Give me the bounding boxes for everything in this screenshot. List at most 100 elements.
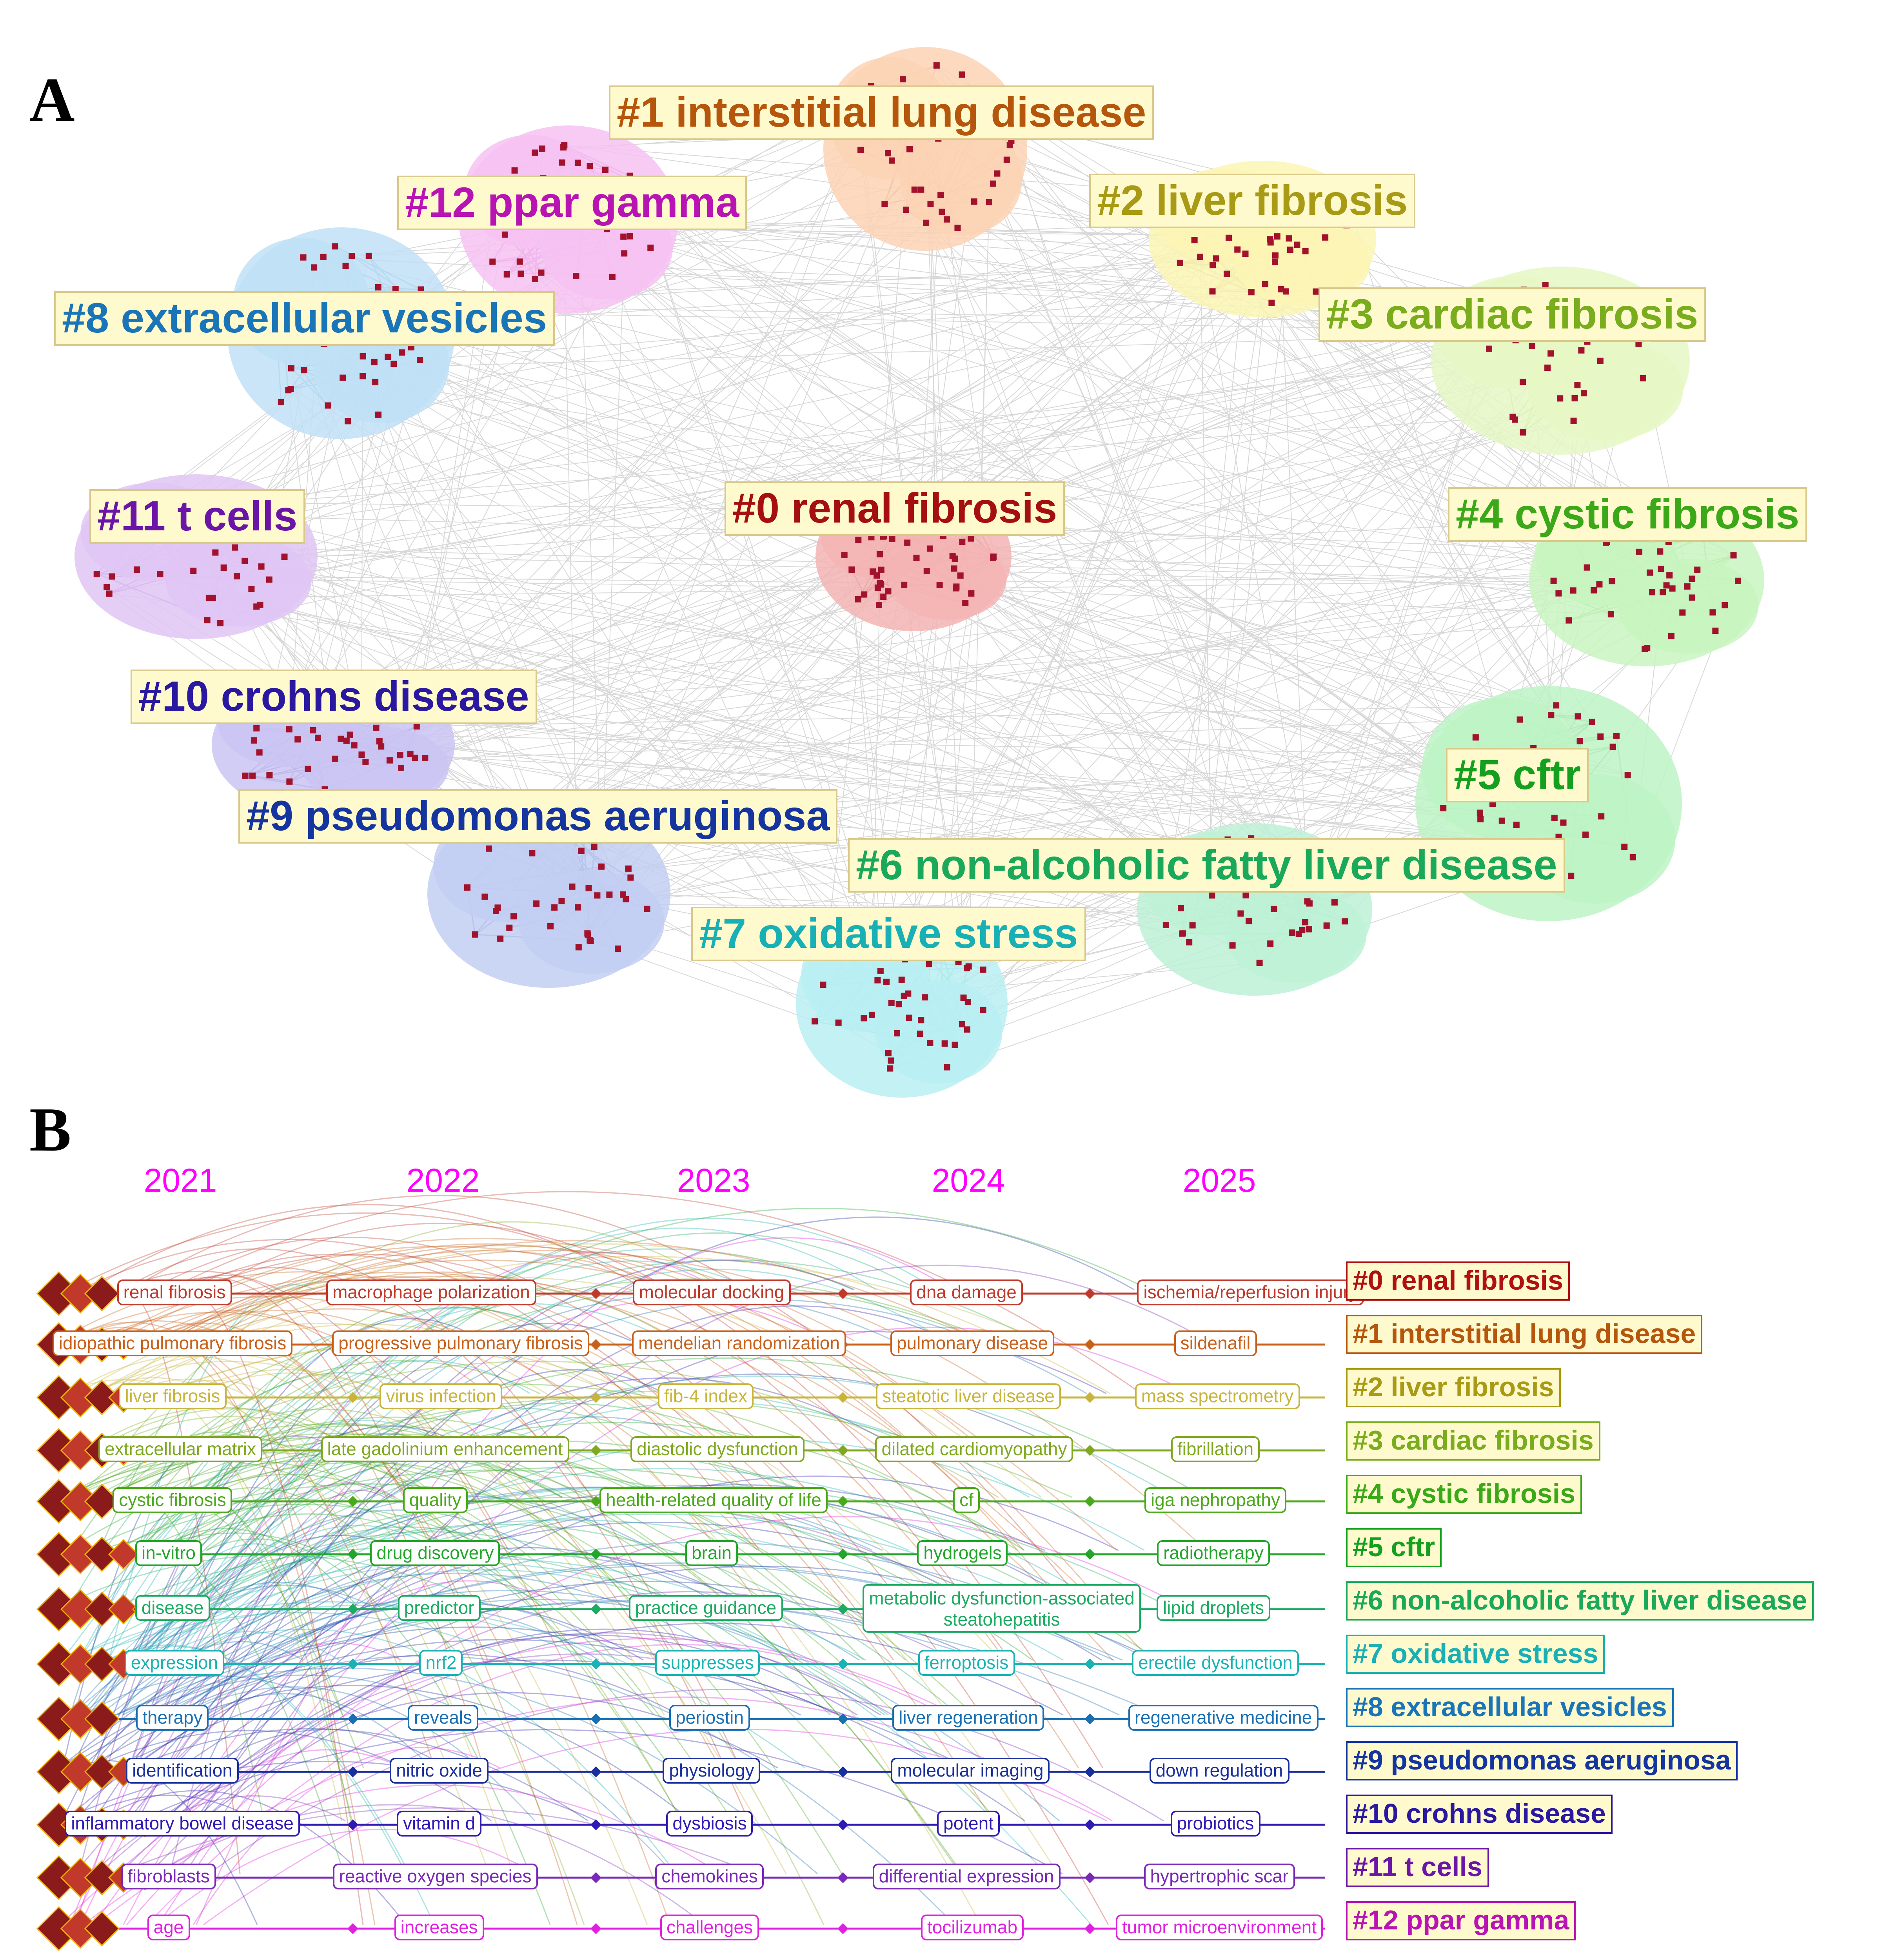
- cluster-label-c4: #4 cystic fibrosis: [1448, 487, 1807, 542]
- citation-arc: [145, 1468, 1105, 1661]
- citation-arc: [137, 1208, 1150, 1551]
- legend-label: #6 non-alcoholic fatty liver disease: [1353, 1585, 1807, 1615]
- citation-arc: [62, 1555, 488, 1606]
- legend-item-2: #2 liver fibrosis: [1346, 1368, 1561, 1407]
- citation-arc: [149, 1237, 547, 1290]
- keyword-label: liver fibrosis: [119, 1383, 227, 1409]
- keyword-text: idiopathic pulmonary fibrosis: [59, 1333, 286, 1353]
- citation-node-diamond: [108, 1539, 139, 1570]
- citation-node-diamond: [84, 1276, 120, 1312]
- citation-arc: [115, 1667, 818, 1875]
- citation-arc: [146, 1644, 946, 1926]
- keyword-label: nrf2: [419, 1650, 463, 1676]
- keyword-text: renal fibrosis: [123, 1282, 226, 1302]
- keyword-label: periostin: [669, 1705, 750, 1731]
- keyword-text: physiology: [669, 1760, 754, 1780]
- citation-arc: [188, 1474, 683, 1821]
- legend-item-4: #4 cystic fibrosis: [1346, 1475, 1582, 1514]
- keyword-label: cystic fibrosis: [113, 1487, 232, 1513]
- citation-arc: [182, 1401, 1030, 1661]
- keyword-text: therapy: [142, 1707, 202, 1728]
- small-node-marker: [347, 1766, 358, 1777]
- keyword-text: mendelian randomization: [638, 1333, 840, 1353]
- timeline-row-12: age increases challenges tocilizumab tumor m…: [36, 1906, 1325, 1951]
- keyword-label: cf: [953, 1487, 980, 1513]
- keyword-text: diastolic dysfunction: [637, 1439, 798, 1459]
- timeline-cluster-lines: renal fibrosis macrophage polarization mol…: [36, 1271, 1364, 1951]
- cluster-label-c12: #12 ppar gamma: [397, 176, 747, 230]
- keyword-label: hydrogels: [917, 1540, 1008, 1566]
- keyword-text: macrophage polarization: [332, 1282, 530, 1302]
- citation-arc: [206, 1422, 1025, 1551]
- cluster-label-c2: #2 liver fibrosis: [1089, 174, 1415, 228]
- keyword-text: steatohepatitis: [944, 1609, 1060, 1630]
- citation-arc: [92, 1299, 1087, 1715]
- citation-arc: [80, 1488, 1081, 1769]
- citation-arc: [88, 1509, 536, 1715]
- small-node-marker: [347, 1923, 358, 1934]
- small-node-marker: [347, 1819, 358, 1830]
- keyword-text: nrf2: [425, 1652, 456, 1673]
- legend-item-1: #1 interstitial lung disease: [1346, 1315, 1702, 1354]
- keyword-text: age: [154, 1917, 184, 1937]
- citation-arc: [143, 1218, 937, 1661]
- small-node-marker: [837, 1445, 848, 1456]
- citation-arc: [90, 1259, 1037, 1606]
- keyword-text: down regulation: [1156, 1760, 1283, 1780]
- citation-arc: [71, 1459, 655, 1715]
- legend-item-5: #5 cftr: [1346, 1528, 1442, 1567]
- timeline-year-axis: 2021 2022 2023 2024 2025: [144, 1162, 1256, 1199]
- citation-arc: [210, 1526, 513, 1606]
- keyword-label: mendelian randomization: [632, 1330, 846, 1356]
- small-node-marker: [347, 1713, 358, 1724]
- small-node-marker: [1084, 1392, 1095, 1403]
- keyword-label: fibroblasts: [121, 1864, 216, 1889]
- citation-arc: [145, 1514, 1053, 1661]
- citation-arc: [64, 1653, 680, 1822]
- citation-arc: [92, 1795, 346, 1875]
- legend-item-9: #9 pseudomonas aeruginosa: [1346, 1741, 1738, 1780]
- legend-item-7: #7 oxidative stress: [1346, 1635, 1605, 1674]
- citation-arc: [173, 1240, 981, 1341]
- citation-arc: [149, 1276, 1151, 1661]
- citation-arc: [176, 1269, 946, 1661]
- keyword-label: predictor: [398, 1595, 481, 1621]
- legend-label: #3 cardiac fibrosis: [1353, 1425, 1594, 1455]
- keyword-text: liver fibrosis: [125, 1386, 220, 1406]
- small-node-marker: [590, 1766, 601, 1777]
- keyword-text: in-vitro: [142, 1543, 196, 1563]
- citation-arc: [177, 1275, 410, 1498]
- keyword-label: late gadolinium enhancement: [321, 1436, 569, 1462]
- legend-item-10: #10 crohns disease: [1346, 1795, 1613, 1834]
- citation-arc: [132, 1728, 588, 1822]
- keyword-label: sildenafil: [1174, 1330, 1257, 1356]
- legend-label: #10 crohns disease: [1353, 1798, 1606, 1829]
- keyword-label: expression: [125, 1650, 224, 1676]
- keyword-text: tumor microenvironment: [1122, 1917, 1317, 1937]
- citation-arc: [74, 1509, 975, 1874]
- citation-arc: [78, 1436, 332, 1874]
- keyword-text: virus infection: [386, 1386, 496, 1406]
- keyword-label: reveals: [408, 1705, 478, 1731]
- citation-arc: [122, 1434, 446, 1715]
- citation-node-diamond: [84, 1591, 120, 1627]
- keyword-text: erectile dysfunction: [1138, 1652, 1293, 1673]
- small-node-marker: [347, 1549, 358, 1560]
- small-node-marker: [1084, 1713, 1095, 1724]
- keyword-text: molecular imaging: [897, 1760, 1043, 1780]
- citation-arc: [139, 1674, 675, 1875]
- citation-arc: [169, 1216, 1135, 1768]
- citation-arc: [67, 1601, 592, 1661]
- citation-arc: [188, 1408, 825, 1925]
- citation-arc: [89, 1204, 1011, 1661]
- cluster-label-text: #1 interstitial lung disease: [617, 88, 1146, 136]
- small-node-marker: [590, 1872, 601, 1883]
- keyword-text: metabolic dysfunction-associated: [869, 1588, 1135, 1608]
- keyword-label: molecular docking: [633, 1279, 791, 1305]
- cluster-label-c8: #8 extracellular vesicles: [54, 291, 555, 346]
- keyword-text: practice guidance: [635, 1597, 777, 1618]
- citation-arc: [132, 1543, 284, 1661]
- legend-label: #0 renal fibrosis: [1353, 1265, 1563, 1296]
- keyword-label: in-vitro: [135, 1540, 202, 1566]
- keyword-label: pulmonary disease: [890, 1330, 1054, 1356]
